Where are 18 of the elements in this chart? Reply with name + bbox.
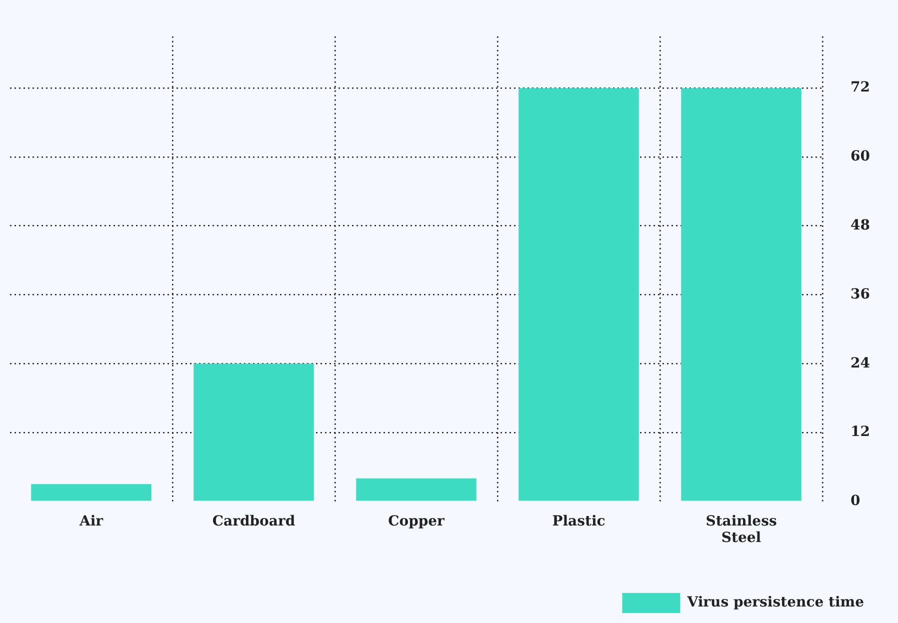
bar: [681, 88, 802, 501]
x-tick-label: Air: [78, 513, 104, 530]
y-tick-label: 48: [850, 217, 870, 234]
bar: [194, 364, 314, 501]
x-tick-label: Copper: [388, 513, 446, 530]
y-tick-label: 24: [850, 355, 870, 372]
bar: [356, 478, 476, 501]
y-tick-label: 72: [850, 80, 870, 96]
y-tick-label: 36: [850, 286, 870, 302]
y-tick-label: 60: [850, 148, 870, 165]
legend-label: Virus persistence time: [686, 594, 864, 611]
x-tick-label: Plastic: [552, 513, 606, 530]
x-tick-label: Stainless Steel: [706, 513, 777, 546]
bar: [518, 88, 639, 501]
x-tick-label: Cardboard: [212, 513, 296, 530]
y-tick-label: 12: [850, 424, 870, 440]
bar: [31, 484, 152, 501]
y-tick-label: 0: [850, 493, 861, 510]
